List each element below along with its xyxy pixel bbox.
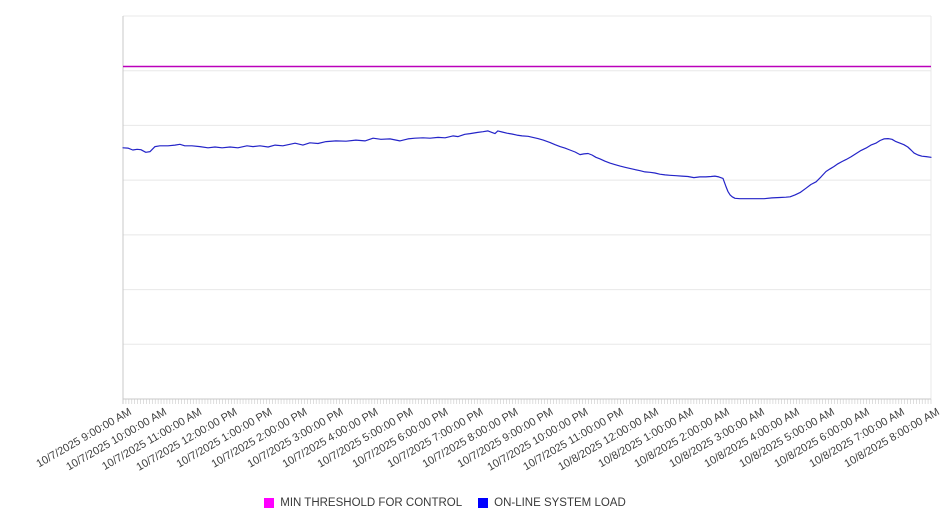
min-threshold-swatch-icon xyxy=(264,498,275,508)
legend-item-online-system-load[interactable]: ON-LINE SYSTEM LOAD xyxy=(478,497,626,509)
chart-legend: MIN THRESHOLD FOR CONTROL ON-LINE SYSTEM… xyxy=(0,497,890,509)
legend-label-online-system-load: ON-LINE SYSTEM LOAD xyxy=(494,497,626,509)
legend-label-min-threshold: MIN THRESHOLD FOR CONTROL xyxy=(280,497,463,509)
legend-item-min-threshold[interactable]: MIN THRESHOLD FOR CONTROL xyxy=(264,497,462,509)
online-system-load-swatch-icon xyxy=(478,498,489,508)
online-system-load-line xyxy=(122,130,932,200)
